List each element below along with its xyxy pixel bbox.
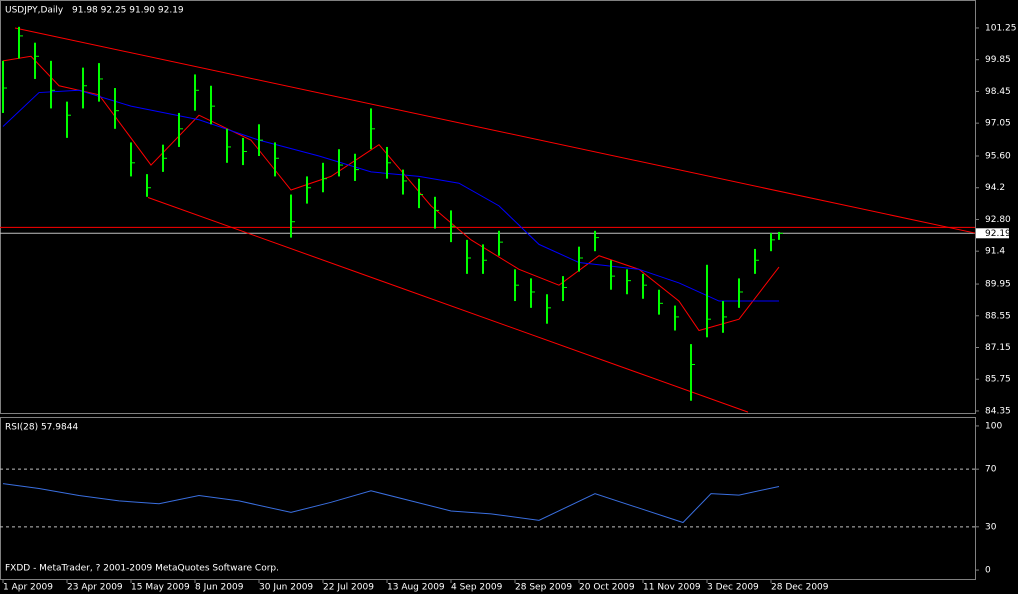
y-tick-label: 91.4 bbox=[985, 247, 1005, 257]
panel-title: RSI(28) 57.9844 bbox=[5, 423, 78, 433]
x-tick-label: 30 Jun 2009 bbox=[259, 583, 313, 593]
x-tick-label: 11 Nov 2009 bbox=[643, 583, 701, 593]
y-tick-label: 98.45 bbox=[985, 87, 1011, 97]
x-tick-label: 23 Apr 2009 bbox=[67, 583, 123, 593]
y-tick-label: 101.25 bbox=[985, 23, 1017, 33]
y-tick-label: 0 bbox=[985, 566, 991, 576]
y-tick-label: 97.05 bbox=[985, 119, 1011, 129]
x-tick-label: 1 Apr 2009 bbox=[3, 583, 53, 593]
footer: FXDD - MetaTrader, ? 2001-2009 MetaQuote… bbox=[5, 564, 279, 574]
x-tick-label: 4 Sep 2009 bbox=[451, 583, 503, 593]
trendline bbox=[147, 197, 749, 413]
y-tick-label: 100 bbox=[985, 421, 1002, 431]
y-tick-label: 87.15 bbox=[985, 343, 1011, 353]
x-tick-label: 28 Sep 2009 bbox=[515, 583, 572, 593]
panel-title: USDJPY,Daily bbox=[5, 6, 64, 16]
y-tick-label: 85.75 bbox=[985, 375, 1011, 385]
y-tick-label: 30 bbox=[985, 522, 997, 532]
y-tick-label: 70 bbox=[985, 465, 997, 475]
y-tick-label: 99.85 bbox=[985, 55, 1011, 65]
price-label: 92.19 bbox=[985, 229, 1011, 239]
y-tick-label: 92.80 bbox=[985, 215, 1011, 225]
x-tick-label: 8 Jun 2009 bbox=[195, 583, 244, 593]
price-box bbox=[976, 228, 1009, 239]
subtitle: 91.98 92.25 91.90 92.19 bbox=[72, 6, 184, 16]
trendline bbox=[14, 27, 976, 234]
x-tick-label: 13 Aug 2009 bbox=[387, 583, 445, 593]
moving-average bbox=[2, 89, 779, 302]
y-tick-label: 95.60 bbox=[985, 152, 1011, 162]
y-tick-label: 88.55 bbox=[985, 311, 1011, 321]
x-tick-label: 3 Dec 2009 bbox=[707, 583, 759, 593]
rsi-line bbox=[2, 483, 780, 524]
x-tick-label: 28 Dec 2009 bbox=[771, 583, 829, 593]
y-tick-label: 84.35 bbox=[985, 406, 1011, 416]
main-panel bbox=[0, 0, 976, 414]
rsi-panel bbox=[0, 417, 976, 580]
x-tick-label: 15 May 2009 bbox=[131, 583, 190, 593]
y-tick-label: 94.2 bbox=[985, 183, 1005, 193]
y-tick-label: 89.95 bbox=[985, 280, 1011, 290]
moving-average bbox=[2, 55, 780, 332]
x-tick-label: 22 Jul 2009 bbox=[323, 583, 374, 593]
x-tick-label: 20 Oct 2009 bbox=[579, 583, 635, 593]
